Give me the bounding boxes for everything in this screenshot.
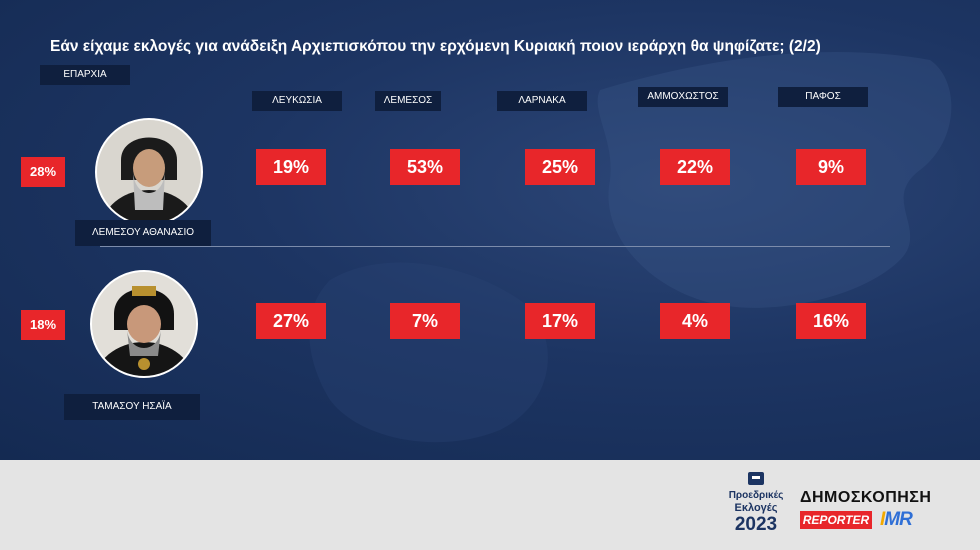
imr-logo: IMR — [880, 509, 913, 531]
badge-line-1: Προεδρικές — [728, 490, 784, 501]
background-map-shape — [309, 51, 952, 443]
elections-badge: Προεδρικές Εκλογές 2023 — [722, 470, 790, 540]
value-cell: 25% — [525, 149, 595, 185]
poll-label: ΔΗΜΟΣΚΟΠΗΣΗ — [800, 489, 932, 506]
value-cell: 27% — [256, 303, 326, 339]
value-cell: 7% — [390, 303, 460, 339]
avatar-lemesou — [95, 118, 203, 226]
value-cell: 22% — [660, 149, 730, 185]
value-cell: 19% — [256, 149, 326, 185]
total-percentage: 18% — [21, 310, 65, 340]
badge-line-2: Εκλογές — [734, 502, 778, 514]
value-cell: 53% — [390, 149, 460, 185]
imr-logo-rest: MR — [884, 509, 913, 530]
row-divider — [100, 246, 890, 247]
value-cell: 16% — [796, 303, 866, 339]
avatar-tamasou — [90, 270, 198, 378]
column-header: ΑΜΜΟΧΩΣΤΟΣ — [638, 87, 728, 107]
page-title: Εάν είχαμε εκλογές για ανάδειξη Αρχιεπισ… — [50, 38, 821, 55]
footer — [0, 460, 980, 550]
badge-year: 2023 — [734, 514, 778, 535]
bishop-portrait-icon — [97, 120, 201, 224]
eparchia-label: ΕΠΑΡΧΙΑ — [40, 65, 130, 85]
value-cell: 17% — [525, 303, 595, 339]
column-header: ΛΑΡΝΑΚΑ — [497, 91, 587, 111]
imr-logo-i: I — [880, 509, 885, 530]
column-header: ΛΕΜΕΣΟΣ — [375, 91, 441, 111]
bishop-portrait-icon — [92, 272, 196, 376]
reporter-logo: REPORTER — [800, 511, 872, 529]
value-cell: 9% — [796, 149, 866, 185]
bishop-name-label: ΛΕΜΕΣΟΥ ΑΘΑΝΑΣΙΟ — [75, 220, 211, 246]
value-cell: 4% — [660, 303, 730, 339]
results-panel: Εάν είχαμε εκλογές για ανάδειξη Αρχιεπισ… — [0, 0, 980, 460]
column-header: ΠΑΦΟΣ — [778, 87, 868, 107]
bishop-name-label: ΤΑΜΑΣΟΥ ΗΣΑΪΑ — [64, 394, 200, 420]
column-header: ΛΕΥΚΩΣΙΑ — [252, 91, 342, 111]
ballot-box-icon — [748, 472, 764, 485]
total-percentage: 28% — [21, 157, 65, 187]
